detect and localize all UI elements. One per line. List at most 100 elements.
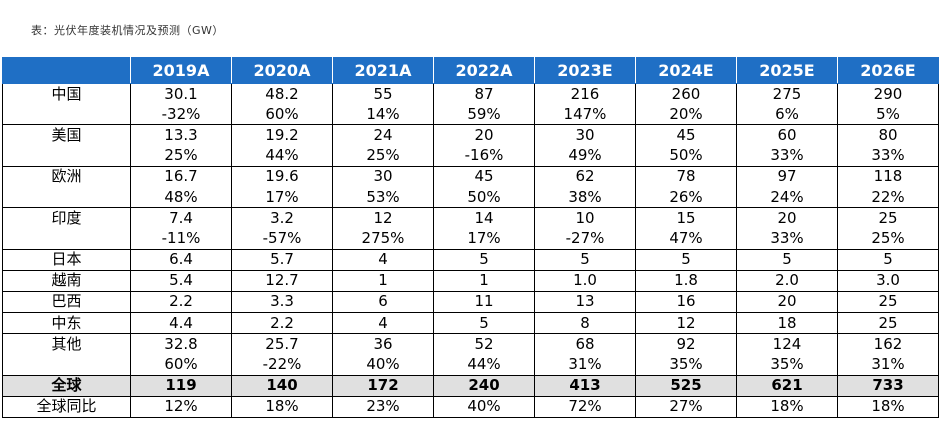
table-cell: 1.8 (635, 269, 737, 292)
table-cell: 162 (837, 333, 939, 355)
table-row: 其他 32.8 25.7 36 52 68 92 124 162 (2, 333, 939, 355)
table-cell: 7.4 (130, 207, 232, 229)
header-cell: 2021A (332, 57, 434, 84)
table-cell: 2.0 (736, 269, 838, 292)
table-row: 中国 30.1 48.2 55 87 216 260 275 290 (2, 83, 939, 105)
table-cell: 12 (635, 312, 737, 334)
row-label (2, 145, 131, 167)
table-cell: 5 (837, 248, 939, 271)
table-cell: 32.8 (130, 333, 232, 355)
table-cell: 18 (736, 312, 838, 334)
table-cell: 26% (635, 186, 737, 208)
row-label: 美国 (2, 124, 131, 146)
table-caption: 表：光伏年度装机情况及预测（GW） (31, 24, 224, 37)
table-cell: 30 (534, 124, 636, 146)
header-cell: 2024E (635, 57, 737, 84)
table-cell: 25 (837, 290, 939, 313)
table-cell: 80 (837, 124, 939, 146)
header-cell (2, 57, 131, 84)
table-cell: 38% (534, 186, 636, 208)
table-cell: 2.2 (130, 290, 232, 313)
table-cell: 147% (534, 104, 636, 125)
table-cell: 22% (837, 186, 939, 208)
table-cell: 13 (534, 290, 636, 313)
table-cell: 275% (332, 228, 434, 249)
table-cell: 16 (635, 290, 737, 313)
table-row: 日本 6.4 5.7 4 5 5 5 5 5 (2, 248, 939, 271)
table-cell: 40% (433, 395, 535, 419)
table-cell: 53% (332, 186, 434, 208)
table-cell: 1 (332, 269, 434, 292)
table-cell: 31% (534, 354, 636, 376)
table-cell: 44% (433, 354, 535, 376)
table-cell: 20 (736, 207, 838, 229)
table-cell: 260 (635, 83, 737, 105)
table-cell: 25 (837, 207, 939, 229)
table-cell: -22% (231, 354, 333, 376)
table-cell: 14% (332, 104, 434, 125)
table-cell: 72% (534, 395, 636, 419)
table-cell: 4 (332, 248, 434, 271)
table-cell: 1 (433, 269, 535, 292)
table-cell: 5% (837, 104, 939, 125)
table-cell: 60% (130, 354, 232, 376)
table-cell: 140 (231, 374, 333, 397)
table-cell: 27% (635, 395, 737, 419)
table-cell: 49% (534, 145, 636, 167)
table-cell: 62 (534, 165, 636, 187)
table-cell: 30 (332, 165, 434, 187)
table-cell: 33% (736, 228, 838, 249)
table-cell: 55 (332, 83, 434, 105)
table-cell: 68 (534, 333, 636, 355)
table-row: 美国 13.3 19.2 24 20 30 45 60 80 (2, 124, 939, 146)
table-cell: 18% (231, 395, 333, 419)
table-cell: 60% (231, 104, 333, 125)
table-cell: 23% (332, 395, 434, 419)
table-cell: 172 (332, 374, 434, 397)
table-cell: -16% (433, 145, 535, 167)
table-cell: 124 (736, 333, 838, 355)
header-cell: 2022A (433, 57, 535, 84)
row-label: 越南 (2, 269, 131, 292)
pv-installation-table: 2019A 2020A 2021A 2022A 2023E 2024E 2025… (2, 57, 939, 419)
header-cell: 2019A (130, 57, 232, 84)
table-cell: 36 (332, 333, 434, 355)
table-cell: 621 (736, 374, 838, 397)
table-cell: -27% (534, 228, 636, 249)
table-cell: 45 (433, 165, 535, 187)
yoy-row: 全球同比 12% 18% 23% 40% 72% 27% 18% 18% (2, 395, 939, 419)
table-cell: 216 (534, 83, 636, 105)
table-row: 印度 7.4 3.2 12 14 10 15 20 25 (2, 207, 939, 229)
table-cell: 5.4 (130, 269, 232, 292)
row-label: 全球 (2, 374, 131, 397)
table-cell: 87 (433, 83, 535, 105)
table-row: 中东 4.4 2.2 4 5 8 12 18 25 (2, 312, 939, 334)
total-row: 全球 119 140 172 240 413 525 621 733 (2, 374, 939, 397)
table-cell: 3.3 (231, 290, 333, 313)
row-label: 巴西 (2, 290, 131, 313)
table-cell: 3.2 (231, 207, 333, 229)
table-cell: 4 (332, 312, 434, 334)
table-row-growth: 48% 17% 53% 50% 38% 26% 24% 22% (2, 186, 939, 208)
table-cell: 60 (736, 124, 838, 146)
row-label: 欧洲 (2, 165, 131, 187)
table-cell: 12.7 (231, 269, 333, 292)
table-row-growth: 60% -22% 40% 44% 31% 35% 35% 31% (2, 354, 939, 376)
table-cell: 20 (736, 290, 838, 313)
table-row-growth: -11% -57% 275% 17% -27% 47% 33% 25% (2, 228, 939, 249)
table-row-growth: -32% 60% 14% 59% 147% 20% 6% 5% (2, 104, 939, 125)
table-cell: 33% (837, 145, 939, 167)
row-label: 日本 (2, 248, 131, 271)
table-cell: 19.2 (231, 124, 333, 146)
table-cell: 47% (635, 228, 737, 249)
table-cell: 78 (635, 165, 737, 187)
table-cell: 44% (231, 145, 333, 167)
table-cell: -57% (231, 228, 333, 249)
table-cell: 92 (635, 333, 737, 355)
table-cell: 59% (433, 104, 535, 125)
row-label (2, 104, 131, 125)
table-cell: 24% (736, 186, 838, 208)
table-cell: 33% (736, 145, 838, 167)
table-cell: 48% (130, 186, 232, 208)
table-cell: 290 (837, 83, 939, 105)
